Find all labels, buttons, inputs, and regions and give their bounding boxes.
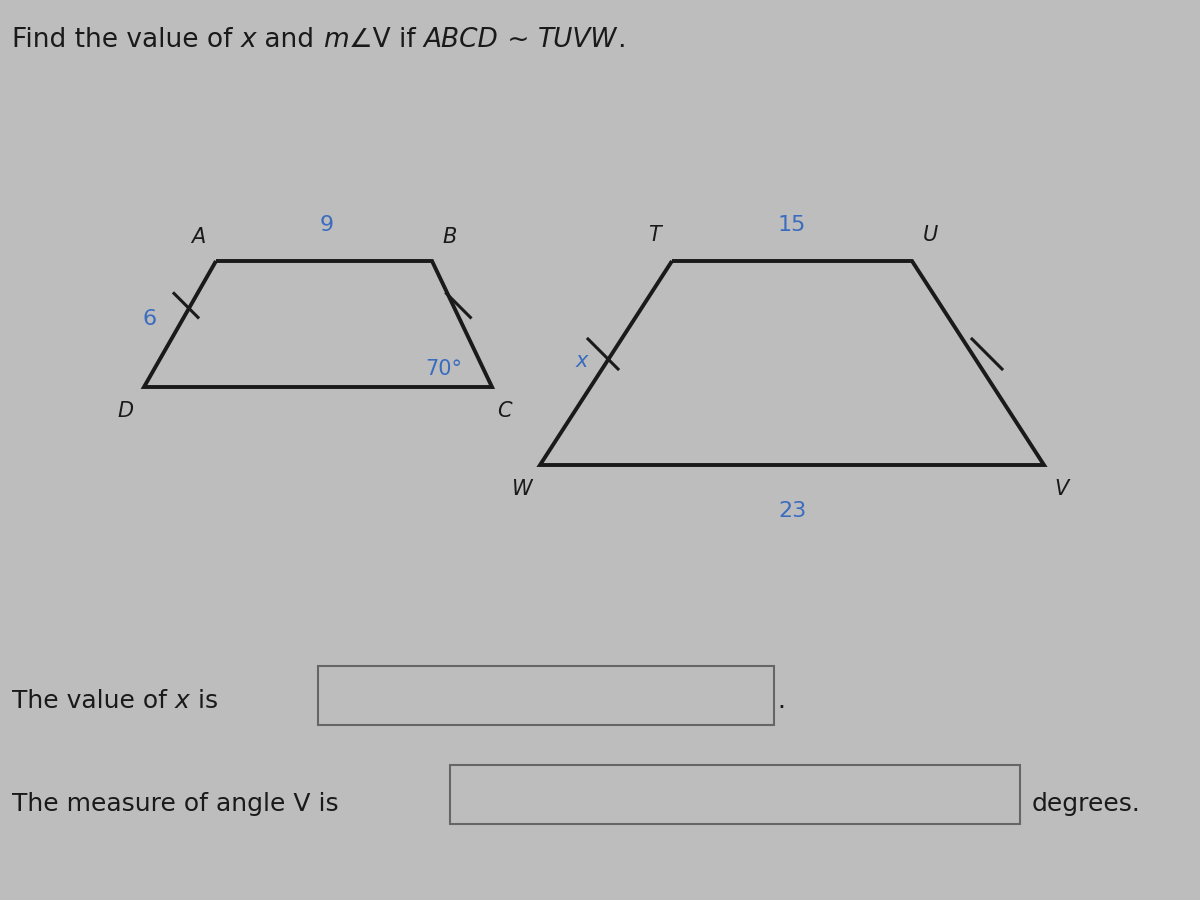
Text: 23: 23: [778, 500, 806, 520]
Text: is: is: [190, 688, 218, 713]
Text: TUVW: TUVW: [538, 27, 617, 53]
Text: x: x: [241, 27, 257, 53]
FancyBboxPatch shape: [318, 666, 774, 724]
Text: T: T: [648, 225, 660, 245]
Text: x: x: [175, 688, 190, 713]
Text: .: .: [778, 688, 786, 713]
Text: ∠V if: ∠V if: [349, 27, 424, 53]
Text: W: W: [511, 479, 533, 499]
FancyBboxPatch shape: [450, 765, 1020, 824]
Text: Find the value of: Find the value of: [12, 27, 241, 53]
Text: x: x: [576, 351, 588, 371]
Text: B: B: [443, 227, 457, 247]
Text: D: D: [118, 401, 134, 421]
Text: and: and: [257, 27, 323, 53]
Text: V: V: [1055, 479, 1069, 499]
Text: 70°: 70°: [425, 358, 462, 379]
Text: U: U: [923, 225, 937, 245]
Text: The value of: The value of: [12, 688, 175, 713]
Text: 6: 6: [143, 309, 157, 328]
Text: C: C: [497, 401, 511, 421]
Text: The measure of angle V is: The measure of angle V is: [12, 792, 338, 816]
Text: A: A: [191, 227, 205, 247]
Text: 15: 15: [778, 215, 806, 235]
Text: m: m: [323, 27, 349, 53]
Text: 9: 9: [319, 215, 334, 235]
Text: ABCD: ABCD: [424, 27, 498, 53]
Text: ∼: ∼: [498, 27, 538, 53]
Text: degrees.: degrees.: [1032, 792, 1141, 816]
Text: .: .: [617, 27, 625, 53]
